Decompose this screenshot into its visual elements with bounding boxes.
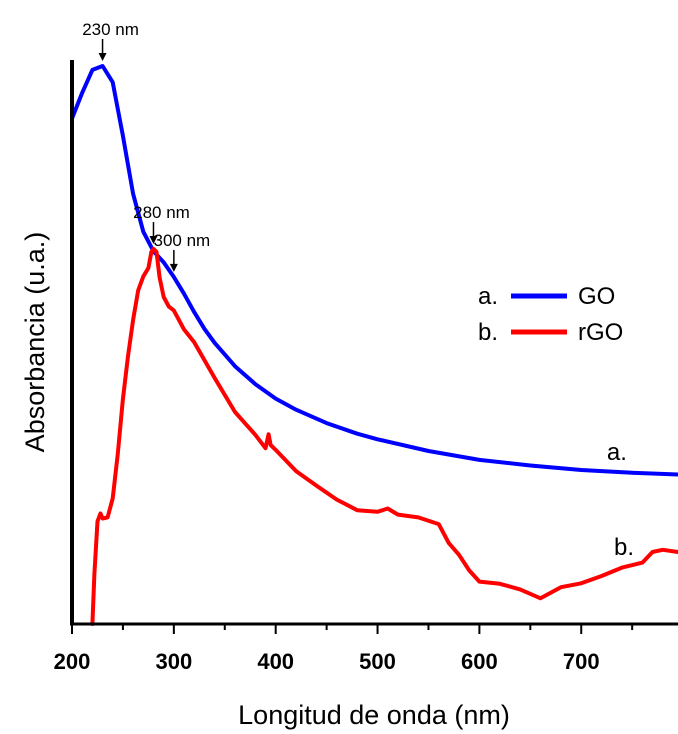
annotation-arrow-head-1 (169, 263, 178, 272)
tick-layer: 200 300 400 500 600 700 (54, 624, 634, 674)
series-line-rgo (90, 247, 678, 626)
annotation-arrow-head-0 (98, 53, 107, 61)
annotation-layer: 230 nm 300 nm 280 nm a. b. (82, 20, 634, 561)
x-tick-label-400: 400 (257, 649, 294, 674)
curve-label-go: a. (607, 439, 627, 466)
legend-label-go: GO (578, 283, 615, 310)
legend: a. GO b. rGO (478, 283, 623, 346)
peak-annotation-280-nm: 280 nm (133, 203, 190, 222)
x-tick-label-200: 200 (54, 649, 91, 674)
x-tick-label-500: 500 (359, 649, 396, 674)
series-line-go (70, 64, 678, 477)
legend-prefix-go: a. (478, 283, 498, 310)
peak-annotation-300-nm: 300 nm (153, 231, 210, 250)
curve-label-rgo: b. (614, 534, 634, 561)
y-axis-title: Absorbancia (u.a.) (20, 232, 50, 453)
legend-prefix-rgo: b. (478, 319, 498, 346)
x-tick-label-600: 600 (461, 649, 498, 674)
x-axis-title: Longitud de onda (nm) (238, 700, 510, 730)
series-layer (70, 64, 678, 626)
peak-annotation-230-nm: 230 nm (82, 20, 139, 39)
legend-label-rgo: rGO (578, 319, 623, 346)
annotation-arrow-head-2 (149, 236, 158, 245)
x-tick-label-300: 300 (155, 649, 192, 674)
x-tick-label-700: 700 (563, 649, 600, 674)
